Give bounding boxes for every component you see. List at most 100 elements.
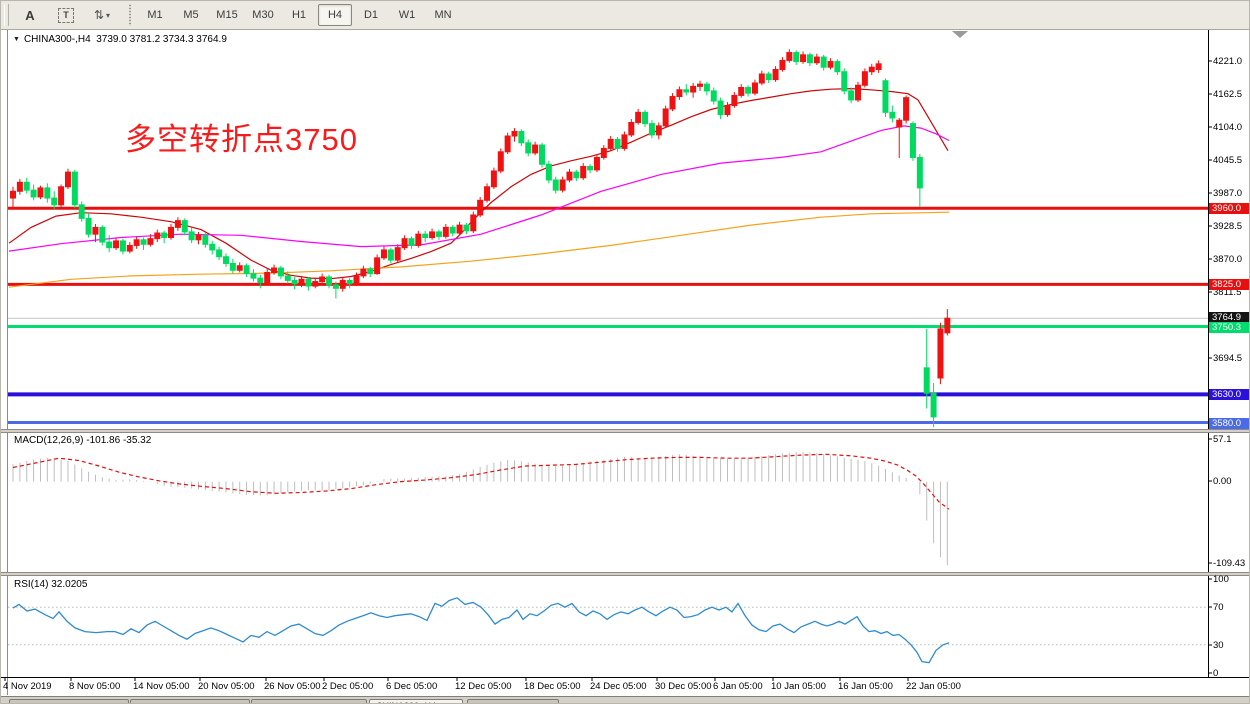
candle-body <box>305 278 312 287</box>
candle-body <box>827 61 834 68</box>
candle-body <box>126 244 133 252</box>
price-axis-label: 3987.0 <box>1213 188 1243 199</box>
candle-body <box>387 249 394 261</box>
timeframe-button-m1[interactable]: M1 <box>147 9 163 21</box>
time-axis-label: 22 Jan 05:00 <box>906 681 961 692</box>
timeframe-button-m5[interactable]: M5 <box>183 9 199 21</box>
dropdown-caret-icon: ▾ <box>106 10 111 20</box>
text-label-tool-button[interactable]: T <box>49 4 83 27</box>
candle-body <box>800 54 807 63</box>
candle-body <box>793 52 800 63</box>
toolbar-separator <box>4 4 9 26</box>
pane-separator-1[interactable] <box>1 429 1250 433</box>
time-axis-label: 30 Dec 05:00 <box>655 681 712 692</box>
candle-body <box>401 238 408 249</box>
candle-body <box>738 87 745 96</box>
candle-body <box>532 144 539 154</box>
chart-tab-4[interactable] <box>467 699 559 703</box>
candle-body <box>621 134 628 149</box>
candle-body <box>875 63 882 70</box>
candle-body <box>861 71 868 86</box>
price-badge-3825.0: 3825.0 <box>1209 278 1249 290</box>
ohlc-values: 3739.0 3781.2 3734.3 3764.9 <box>96 34 227 45</box>
candle-body <box>51 197 58 206</box>
price-badge-3960.0: 3960.0 <box>1209 202 1249 214</box>
time-axis-label: 20 Nov 05:00 <box>198 681 255 692</box>
time-axis-label: 16 Jan 05:00 <box>838 681 893 692</box>
candle-body <box>429 231 436 239</box>
pane-separator-2[interactable] <box>1 572 1250 576</box>
candle-body <box>284 275 291 281</box>
timeframe-button-w1[interactable]: W1 <box>398 9 416 21</box>
macd-axis-label: 0.00 <box>1213 476 1232 487</box>
timeframe-button-m30[interactable]: M30 <box>252 9 274 21</box>
candle-body <box>470 214 477 232</box>
chart-tab-active[interactable]: CHINA300-,H4 <box>369 699 463 703</box>
chart-canvas[interactable] <box>1 30 1250 704</box>
time-axis-label: 18 Dec 05:00 <box>524 681 581 692</box>
price-axis-label: 3928.5 <box>1213 221 1243 232</box>
text-annotation-button[interactable]: A <box>25 7 35 23</box>
chart-tab-0[interactable] <box>9 699 129 703</box>
top-toolbar: A T ⇅ ▾ M1 M5 M15 M30 H1 H4 D1 W1 MN <box>1 1 1249 30</box>
timeframe-button-mn[interactable]: MN <box>434 9 452 21</box>
candle-body <box>868 66 875 73</box>
cycle-tool-button[interactable]: ⇅ ▾ <box>85 4 119 27</box>
time-axis-label: 4 Nov 2019 <box>3 681 52 692</box>
scroll-shift-marker[interactable] <box>952 31 968 38</box>
candle-body <box>229 262 236 271</box>
rsi-axis-label: 100 <box>1213 574 1229 585</box>
candle-body <box>326 276 333 286</box>
candle-body <box>92 226 99 235</box>
time-axis-label: 6 Dec 05:00 <box>386 681 438 692</box>
candle-body <box>504 135 511 153</box>
candle-body <box>243 265 250 275</box>
candle-body <box>573 171 580 179</box>
timeframe-button-d1[interactable]: D1 <box>363 9 379 21</box>
time-axis-label: 8 Nov 05:00 <box>69 681 121 692</box>
candle-body <box>511 131 518 137</box>
candle-body <box>944 317 951 334</box>
candle-body <box>916 156 923 189</box>
candle-body <box>367 268 374 275</box>
candle-body <box>724 105 731 116</box>
time-axis-label: 6 Jan 05:00 <box>713 681 763 692</box>
timeframe-button-h1[interactable]: H1 <box>291 9 307 21</box>
candle-body <box>456 224 463 234</box>
candle-body <box>697 83 703 87</box>
chart-tab-2[interactable] <box>251 699 367 703</box>
candle-body <box>408 238 415 246</box>
candle-body <box>731 94 738 107</box>
chart-annotation-text[interactable]: 多空转折点3750 <box>125 122 358 157</box>
time-axis-label: 14 Nov 05:00 <box>133 681 190 692</box>
candle-body <box>820 56 827 68</box>
symbol-dropdown-icon[interactable]: ▼ <box>13 36 20 43</box>
macd-signal-line <box>12 453 950 510</box>
candle-body <box>690 85 697 93</box>
candle-body <box>477 199 484 216</box>
rsi-indicator-label: RSI(14) 32.0205 <box>14 579 88 590</box>
candle-body <box>216 249 223 258</box>
candle-body <box>580 165 587 179</box>
candle-body <box>250 273 257 279</box>
candle-body <box>394 247 401 261</box>
candle-body <box>161 232 168 239</box>
chart-tab-1[interactable] <box>130 699 250 703</box>
candle-body <box>484 186 491 201</box>
price-axis-label: 4104.0 <box>1213 122 1243 133</box>
text-label-icon: T <box>58 7 74 23</box>
candle-body <box>642 111 649 125</box>
price-axis-label: 4221.0 <box>1213 56 1243 67</box>
candle-body <box>614 138 621 149</box>
toolbar-grip[interactable] <box>128 4 133 26</box>
candle-body <box>648 123 655 136</box>
rsi-axis-label: 70 <box>1213 602 1224 613</box>
candle-body <box>202 234 209 245</box>
timeframe-button-h4[interactable]: H4 <box>318 4 352 26</box>
candle-body <box>119 240 126 252</box>
candle-body <box>545 163 552 181</box>
candle-body <box>442 226 449 237</box>
chart-area[interactable]: ▼ CHINA300-,H4 3739.0 3781.2 3734.3 3764.… <box>1 30 1250 704</box>
timeframe-button-m15[interactable]: M15 <box>216 9 238 21</box>
candle-body <box>497 151 504 172</box>
